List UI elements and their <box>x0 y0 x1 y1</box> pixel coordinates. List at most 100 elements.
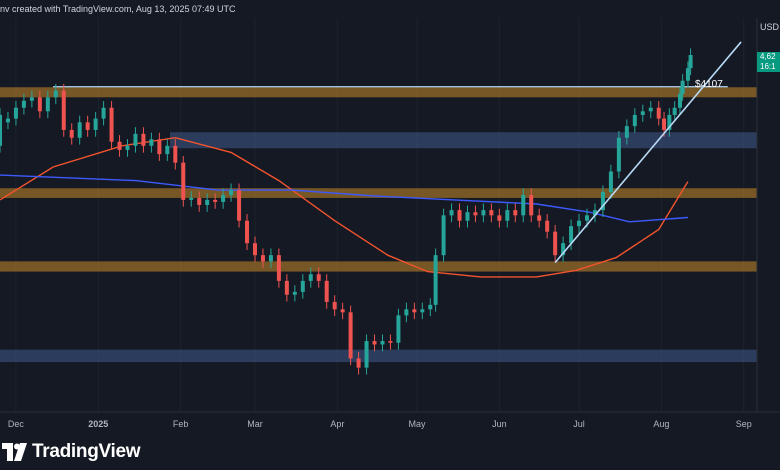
resistance-zone <box>0 87 757 98</box>
candle-body <box>396 315 401 343</box>
candle-body <box>149 139 154 146</box>
moving-averages <box>0 136 689 278</box>
candle-body <box>364 341 369 368</box>
ma-slow-line <box>0 174 688 223</box>
candle-body <box>332 301 337 310</box>
chart-header: nv created with TradingView.com, Aug 13,… <box>0 4 236 14</box>
candle-body <box>505 210 510 221</box>
candle-body <box>656 107 661 119</box>
candle-body <box>268 255 273 262</box>
candle-body <box>457 210 462 221</box>
currency-label[interactable]: USD <box>760 22 780 32</box>
candle-body <box>316 274 321 281</box>
candle-body <box>428 304 433 310</box>
candle-body <box>577 220 582 227</box>
candle-body <box>324 280 329 302</box>
candle-body <box>213 199 218 202</box>
candle-body <box>449 210 454 216</box>
candle-body <box>141 133 146 146</box>
candle-body <box>680 80 685 94</box>
candle-body <box>356 358 361 368</box>
candle-body <box>473 212 478 216</box>
candle-body <box>662 118 667 130</box>
candle-body <box>21 100 26 108</box>
candlesticks <box>0 48 693 375</box>
candle-body <box>5 118 10 123</box>
candle-body <box>404 309 409 316</box>
candle-body <box>585 215 590 221</box>
candle-body <box>173 145 178 163</box>
candle-body <box>600 192 605 211</box>
candle-body <box>308 274 313 281</box>
candle-body <box>300 280 305 292</box>
candle-body <box>640 111 645 115</box>
candle-body <box>13 107 18 119</box>
candle-body <box>465 212 470 221</box>
current-price-value: 4,62 <box>760 52 776 61</box>
candle-body <box>667 114 672 130</box>
price-zones <box>0 87 757 363</box>
time-axis: Dec 2025 Feb Mar Apr May Jun Jul Aug Sep <box>8 419 752 429</box>
ma-fast-line <box>0 136 689 278</box>
ascending-trendline <box>554 41 742 264</box>
candle-body <box>521 194 526 216</box>
candle-body <box>388 341 393 343</box>
time-tick-label: Feb <box>173 419 189 429</box>
candle-body <box>372 341 377 345</box>
candle-body <box>672 107 677 115</box>
candle-body <box>117 141 122 150</box>
candle-body <box>165 145 170 155</box>
candle-body <box>553 231 558 256</box>
time-tick-label: May <box>409 419 427 429</box>
tradingview-logo[interactable]: TradingView <box>2 440 141 464</box>
candle-body <box>221 194 226 202</box>
resistance-zone <box>0 261 757 272</box>
candle-body <box>181 162 186 200</box>
candle-body <box>688 55 693 69</box>
candle-body <box>133 133 138 146</box>
candle-body <box>53 90 58 98</box>
candle-body <box>93 118 98 130</box>
candle-body <box>433 255 438 305</box>
candle-body <box>276 255 281 281</box>
candle-body <box>441 215 446 256</box>
candle-body <box>677 93 682 108</box>
resistance-price-label: $4107 <box>695 79 723 90</box>
candle-countdown: 16:1 <box>760 62 776 71</box>
candle-body <box>101 107 106 119</box>
support-zone <box>169 132 757 149</box>
candle-body <box>624 126 629 138</box>
candle-body <box>61 90 66 130</box>
candle-body <box>85 122 90 130</box>
candle-body <box>632 114 637 127</box>
candle-body <box>229 190 234 195</box>
tradingview-logo-text: TradingView <box>32 441 141 462</box>
resistance-zone <box>0 188 757 198</box>
candle-body <box>489 210 494 216</box>
candle-body <box>412 309 417 313</box>
candle-body <box>260 255 265 262</box>
candle-body <box>685 68 690 81</box>
candle-body <box>45 97 50 112</box>
candle-body <box>157 139 162 155</box>
candle-body <box>545 220 550 232</box>
time-tick-label: Mar <box>247 419 263 429</box>
candle-body <box>77 122 82 138</box>
candle-body <box>569 226 574 244</box>
candle-body <box>561 243 566 256</box>
candle-body <box>608 171 613 193</box>
candle-body <box>616 137 621 172</box>
candle-body <box>481 210 486 216</box>
tradingview-logo-icon <box>2 443 27 461</box>
candle-body <box>284 280 289 295</box>
candle-body <box>0 114 2 146</box>
candle-body <box>529 194 534 216</box>
time-tick-label: Sep <box>736 419 752 429</box>
candle-body <box>348 312 353 359</box>
time-tick-label: Jul <box>573 419 585 429</box>
time-tick-label: Aug <box>653 419 669 429</box>
candle-body <box>380 341 385 345</box>
candle-body <box>189 197 194 200</box>
candle-body <box>237 190 242 221</box>
